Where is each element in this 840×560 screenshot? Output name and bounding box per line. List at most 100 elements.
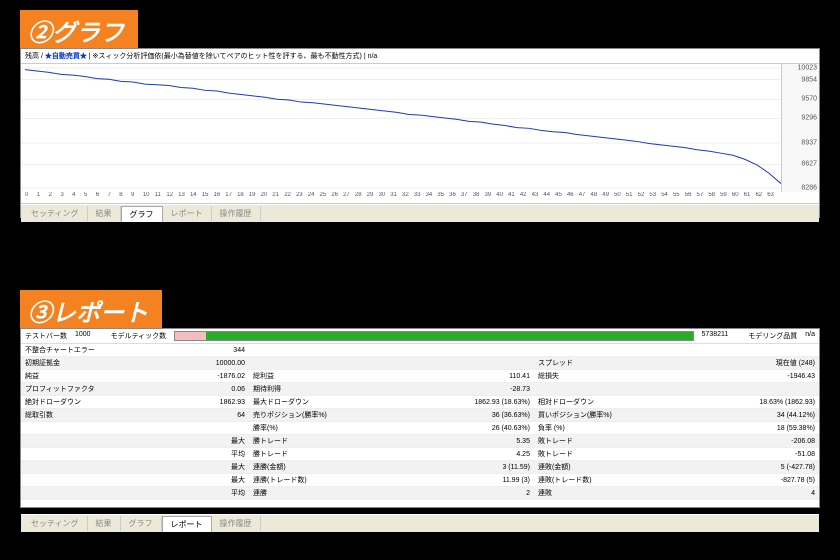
report-top-v3: n/a [801,329,819,343]
table-cell [686,344,819,357]
graph-header-label: 残高 / [25,53,45,60]
table-row: 絶対ドローダウン1862.93最大ドローダウン1862.93 (18.63%)相… [21,396,819,409]
table-cell [249,357,401,370]
table-row: 純益-1876.02総利益110.41総損失-1946.43 [21,370,819,383]
table-cell: 2 [401,487,534,500]
tabbar-graph: セッティング結果グラフレポート操作履歴 [21,204,819,222]
x-tick-label: 61 [744,192,756,203]
table-cell [534,344,686,357]
x-tick-label: 40 [496,192,508,203]
x-tick-label: 1 [37,192,49,203]
x-tick-label: 60 [732,192,744,203]
table-cell: 4 [686,487,819,500]
x-tick-label: 17 [225,192,237,203]
x-tick-label: 26 [331,192,343,203]
tab-4[interactable]: 操作履歴 [212,516,261,531]
table-row: 最大連勝(トレード数)11.99 (3)連敗(トレード数)-827.78 (5) [21,474,819,487]
chart-y-axis: 10023985495709296893786278286 [781,64,819,192]
tab-0[interactable]: セッティング [23,206,88,221]
report-top-l1: テストバー数 [21,329,71,343]
table-cell: 5.35 [401,435,534,448]
y-tick-label: 10023 [798,65,817,72]
chart-x-axis: 0123456789101112131415161718192021222324… [21,192,819,204]
x-tick-label: 29 [367,192,379,203]
report-top-l2: モデルティック数 [107,329,171,343]
x-tick-label: 8 [119,192,131,203]
x-tick-label: 58 [708,192,720,203]
x-tick-label: 55 [673,192,685,203]
table-cell: -206.08 [686,435,819,448]
x-tick-label: 25 [320,192,332,203]
table-cell: 相対ドローダウン [534,396,686,409]
table-cell: 連敗(金額) [534,461,686,474]
equity-line-chart [21,64,781,192]
x-tick-label: 6 [96,192,108,203]
graph-header-rest: | ※スィック分析評価依(最小為替値を除いてペアのヒット性を評する、最も不動性方… [87,53,377,60]
y-tick-label: 9854 [801,76,817,83]
table-cell: -1876.02 [154,370,249,383]
x-tick-label: 23 [296,192,308,203]
x-tick-label: 28 [355,192,367,203]
table-cell: -28.73 [401,383,534,396]
report-top-v2: 5738211 [698,329,733,343]
tab-2[interactable]: グラフ [121,516,162,531]
x-tick-label: 49 [602,192,614,203]
table-cell: 64 [154,409,249,422]
x-tick-label: 22 [284,192,296,203]
table-cell: 最大 [154,461,249,474]
modeling-quality-bar [174,331,693,341]
tab-2[interactable]: グラフ [121,206,163,222]
x-tick-label: 30 [378,192,390,203]
table-cell: 敗トレード [534,435,686,448]
graph-panel: 残高 / ★自動売買★ | ※スィック分析評価依(最小為替値を除いてペアのヒット… [20,48,820,218]
x-tick-label: 4 [72,192,84,203]
table-cell: 110.41 [401,370,534,383]
table-cell [401,357,534,370]
tab-1[interactable]: 結果 [88,206,121,221]
table-cell: 10000.00 [154,357,249,370]
table-cell: 売りポジション(勝率%) [249,409,401,422]
tab-3[interactable]: レポート [163,206,212,221]
table-cell [249,344,401,357]
table-row: 総取引数64売りポジション(勝率%)36 (36.63%)買いポジション(勝率%… [21,409,819,422]
table-cell: 26 (40.63%) [401,422,534,435]
tab-4[interactable]: 操作履歴 [212,206,261,221]
table-cell [401,344,534,357]
x-tick-label: 2 [49,192,61,203]
x-tick-label: 20 [261,192,273,203]
table-cell: 344 [154,344,249,357]
y-tick-label: 8937 [801,140,817,147]
x-tick-label: 41 [508,192,520,203]
x-tick-label: 7 [107,192,119,203]
table-cell: 連敗(トレード数) [534,474,686,487]
x-tick-label: 35 [437,192,449,203]
table-row: 不整合チャートエラー344 [21,344,819,357]
report-top-v1: 1000 [71,329,95,343]
x-tick-label: 31 [390,192,402,203]
x-tick-label: 42 [520,192,532,203]
table-cell [21,487,154,500]
x-tick-label: 53 [649,192,661,203]
section-badge-graph: ②グラフ [20,10,138,51]
y-tick-label: 8627 [801,161,817,168]
table-cell: 平均 [154,448,249,461]
table-cell [21,461,154,474]
chart-area: 10023985495709296893786278286 [21,64,819,192]
tab-3[interactable]: レポート [162,516,212,532]
x-tick-label: 59 [720,192,732,203]
x-tick-label: 62 [755,192,767,203]
table-cell: 4.25 [401,448,534,461]
table-cell: 34 (44.12%) [686,409,819,422]
y-tick-label: 9570 [801,96,817,103]
table-cell [21,435,154,448]
tab-1[interactable]: 結果 [88,516,121,531]
x-tick-label: 57 [697,192,709,203]
x-tick-label: 14 [190,192,202,203]
x-tick-label: 24 [308,192,320,203]
x-tick-label: 38 [473,192,485,203]
table-row: 勝率(%)26 (40.63%)負率 (%)18 (59.38%) [21,422,819,435]
table-cell: 最大 [154,474,249,487]
table-cell: 11.99 (3) [401,474,534,487]
tab-0[interactable]: セッティング [23,516,88,531]
table-row: プロフィットファクタ0.06期待利得-28.73 [21,383,819,396]
